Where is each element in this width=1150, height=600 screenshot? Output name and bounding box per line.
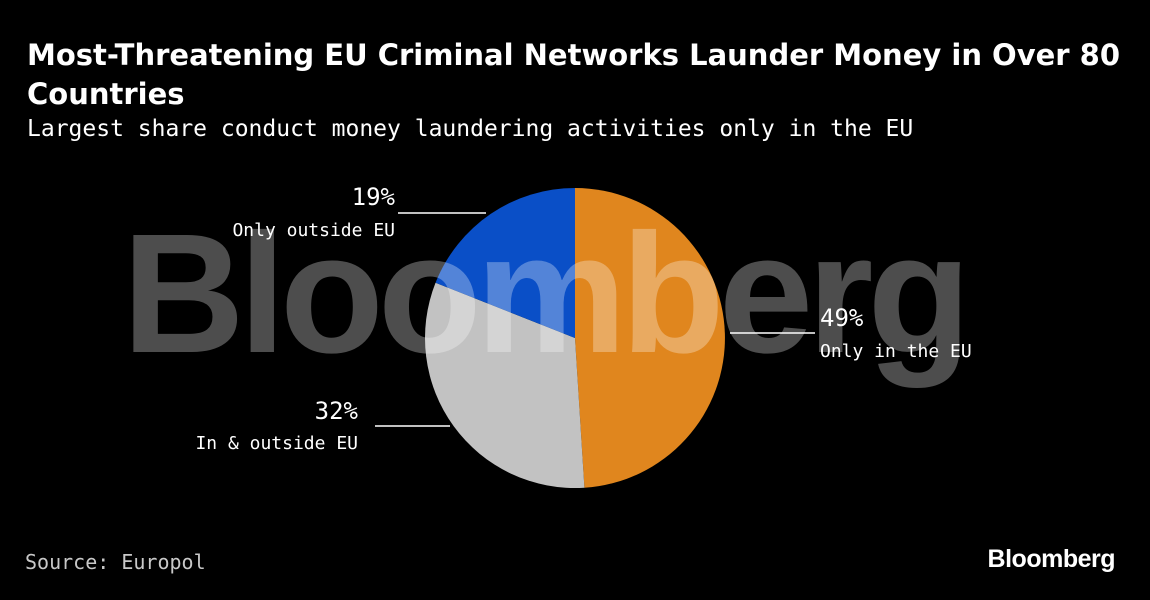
pie-slice-only-in-the-eu bbox=[575, 188, 725, 488]
slice-value-label: 32% bbox=[315, 397, 359, 425]
pie-slice-only-outside-eu bbox=[435, 187, 575, 338]
slice-value-label: 49% bbox=[820, 304, 864, 332]
slice-value-label: 19% bbox=[352, 183, 396, 211]
slice-category-label: Only outside EU bbox=[232, 220, 395, 241]
slice-category-label: Only in the EU bbox=[820, 341, 972, 362]
pie-slice-in-outside-eu bbox=[424, 282, 585, 488]
slice-annotations: 49% Only in the EU 32% In & outside EU 19% On… bbox=[195, 183, 971, 454]
chart-subtitle: Largest share conduct money laundering a… bbox=[27, 116, 914, 142]
bloomberg-logo: Bloomberg bbox=[987, 545, 1116, 573]
source-note: Source: Europol bbox=[25, 550, 206, 574]
chart-title: Most-Threatening EU Criminal Networks La… bbox=[27, 38, 1121, 111]
pie-slices bbox=[424, 187, 725, 488]
bloomberg-watermark: Bloomberg bbox=[122, 199, 965, 389]
slice-category-label: In & outside EU bbox=[195, 433, 358, 454]
